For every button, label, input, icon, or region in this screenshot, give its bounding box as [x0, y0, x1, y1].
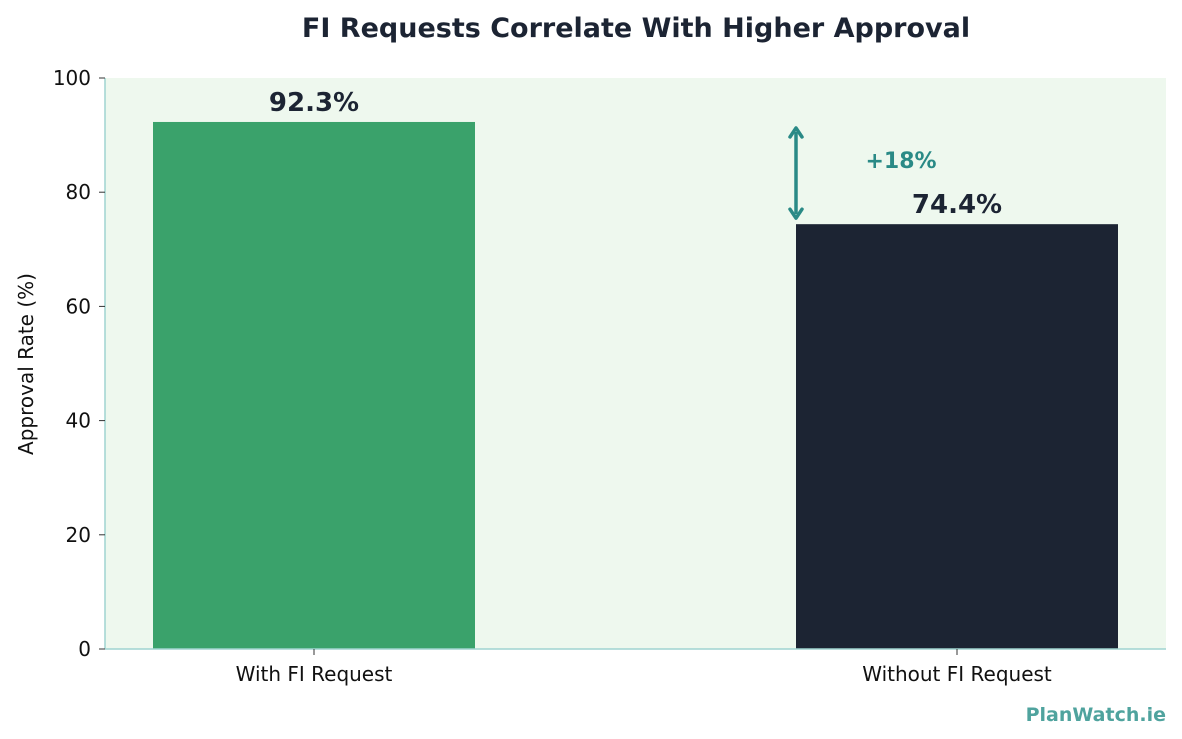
difference-label: +18%	[865, 149, 936, 174]
bars-group: 92.3% 74.4%	[153, 88, 1118, 650]
y-tick-label-2: 40	[66, 409, 91, 433]
watermark: PlanWatch.ie	[1026, 704, 1166, 726]
y-axis-label: Approval Rate (%)	[14, 273, 38, 455]
x-tick-label-0: With FI Request	[236, 662, 393, 686]
y-tick-label-5: 100	[53, 66, 91, 90]
y-tick-label-1: 20	[66, 523, 91, 547]
y-tick-label-4: 80	[66, 180, 91, 204]
axes-group: 0 20 40 60 80 100 With FI Request Without FI Re…	[53, 66, 1166, 686]
chart-title: FI Requests Correlate With Higher Approv…	[302, 13, 970, 44]
bar-value-label-1: 74.4%	[912, 190, 1002, 220]
y-tick-label-0: 0	[78, 637, 91, 661]
difference-annotation: +18%	[788, 126, 937, 220]
x-tick-label-1: Without FI Request	[862, 662, 1052, 686]
bar-0	[153, 121, 475, 650]
y-tick-label-3: 60	[66, 294, 91, 318]
difference-arrow-head-up	[788, 126, 804, 139]
bar-value-label-0: 92.3%	[269, 88, 359, 118]
difference-arrow-head-down	[788, 207, 804, 220]
bar-1	[796, 224, 1118, 649]
